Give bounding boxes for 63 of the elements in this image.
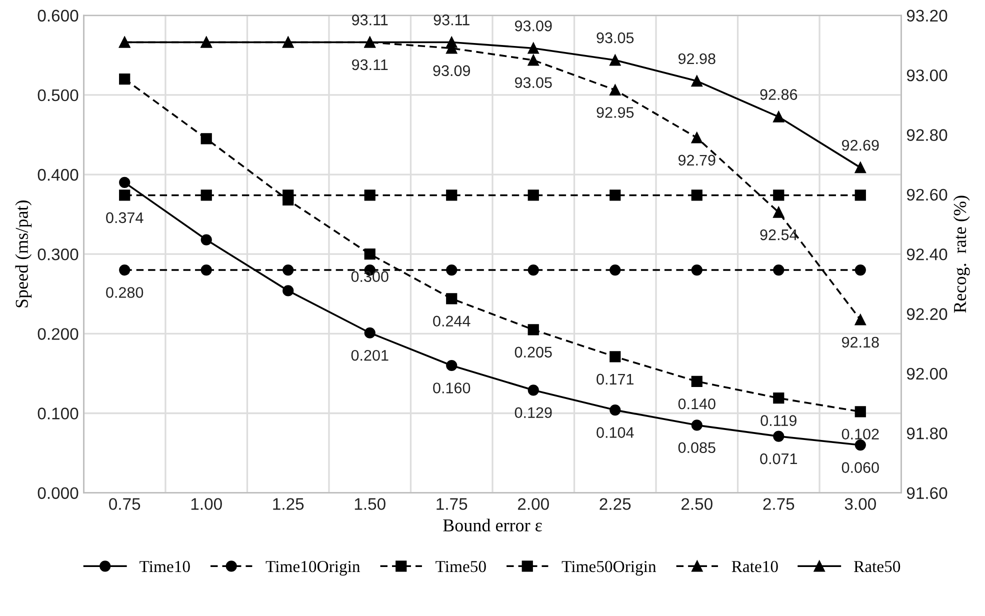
- y-tick-label: 0.600: [38, 10, 78, 22]
- legend-label: Rate10: [732, 560, 778, 572]
- y2-tick-label: 91.60: [906, 487, 948, 500]
- x-tick-label: 0.75: [109, 498, 140, 510]
- data-label: 93.09: [433, 65, 470, 76]
- data-label: 0.160: [433, 382, 470, 394]
- y2-tick-label: 92.80: [906, 129, 948, 141]
- legend-label: Time10: [140, 560, 190, 572]
- data-label: 92.98: [678, 53, 716, 64]
- y2-tick-label: 92.40: [906, 248, 948, 260]
- y2-tick-label: 91.80: [906, 428, 948, 440]
- data-label: 0.119: [760, 415, 796, 426]
- data-label: 93.11: [352, 14, 388, 26]
- x-tick-label: 2.00: [518, 498, 549, 510]
- data-label: 0.244: [433, 316, 470, 327]
- legend-label: Time50Origin: [562, 560, 656, 576]
- x-tick-label: 1.50: [354, 498, 386, 510]
- legend-label: Time50: [436, 560, 486, 572]
- y2-tick-label: 93.20: [906, 10, 948, 22]
- x-tick-label: 2.25: [600, 498, 631, 510]
- legend-label: Time10Origin: [266, 560, 360, 576]
- y2-tick-label: 92.00: [906, 368, 948, 380]
- legend-label: Rate50: [854, 560, 900, 572]
- y-tick-label: 0.300: [38, 248, 78, 260]
- x-tick-label: 1.00: [191, 498, 222, 510]
- data-label: 0.129: [514, 407, 552, 418]
- x-tick-label: 2.50: [682, 498, 712, 510]
- x-tick-label: 1.75: [436, 498, 468, 510]
- y2-tick-label: 92.60: [906, 188, 948, 201]
- data-label: 0.374: [106, 212, 144, 224]
- y2-tick-label: 92.20: [906, 308, 948, 320]
- data-label: 93.05: [596, 32, 634, 44]
- data-label: 0.071: [760, 453, 798, 464]
- x-tick-label: 1.25: [273, 498, 304, 510]
- data-label: 0.102: [842, 428, 879, 440]
- data-label: 92.18: [842, 336, 879, 348]
- data-label: 0.171: [596, 374, 634, 385]
- x-tick-label: 3.00: [844, 498, 876, 510]
- y-tick-label: 0.200: [38, 328, 78, 340]
- data-label: 92.95: [596, 107, 634, 118]
- y2-tick-label: 93.00: [906, 69, 948, 82]
- data-label: 0.280: [106, 287, 144, 298]
- data-label: 92.86: [760, 89, 798, 100]
- data-label: 0.205: [514, 346, 552, 358]
- y-tick-label: 0.100: [38, 408, 78, 420]
- y-tick-label: 0.000: [38, 487, 78, 500]
- data-label: 93.09: [514, 20, 552, 32]
- y-tick-label: 0.500: [38, 89, 78, 102]
- y2-axis-title: Recog. rate (%): [953, 196, 970, 313]
- x-axis-title: Bound error ε: [443, 518, 542, 532]
- data-label: 92.69: [842, 140, 879, 151]
- data-label: 93.05: [514, 77, 552, 88]
- data-label: 93.11: [352, 59, 388, 70]
- data-label: 0.104: [596, 427, 634, 438]
- data-label: 0.201: [351, 350, 388, 361]
- data-label: 0.060: [842, 462, 879, 473]
- x-tick-label: 2.75: [763, 498, 794, 510]
- y-tick-label: 0.400: [38, 168, 78, 181]
- data-label: 93.11: [434, 14, 470, 26]
- y-axis-title: Speed (ms/pat): [15, 200, 32, 308]
- data-label: 0.085: [678, 442, 716, 454]
- data-label: 92.79: [678, 154, 716, 166]
- data-label: 0.140: [678, 398, 716, 410]
